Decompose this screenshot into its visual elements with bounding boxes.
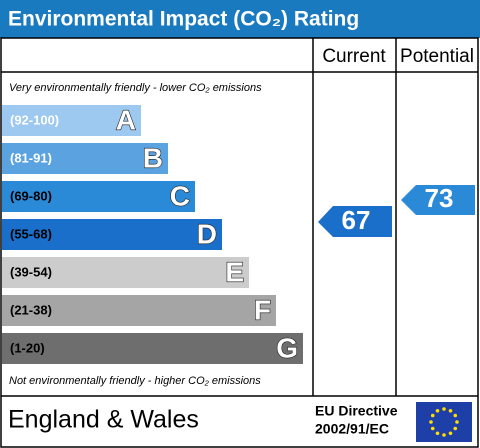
current-score: 67	[342, 205, 371, 235]
band-range: (69-80)	[10, 188, 52, 203]
band-letter: D	[197, 218, 217, 249]
band-letter: G	[276, 332, 298, 363]
band	[2, 219, 222, 250]
current-arrow	[318, 206, 392, 237]
band-letter: F	[254, 294, 271, 325]
star	[453, 426, 458, 431]
star	[435, 431, 440, 436]
band	[2, 143, 168, 174]
band-range: (92-100)	[10, 112, 59, 127]
star	[448, 408, 453, 413]
band	[2, 105, 141, 136]
band	[2, 295, 276, 326]
band-range: (1-20)	[10, 340, 45, 355]
star	[430, 426, 435, 431]
region: England & Wales	[8, 406, 199, 434]
band-letter: E	[225, 256, 244, 287]
eu-stars	[429, 407, 459, 437]
potential-score: 73	[425, 183, 454, 213]
band-range: (55-68)	[10, 226, 52, 241]
star	[442, 433, 446, 437]
star	[435, 408, 440, 413]
band	[2, 333, 303, 364]
band	[2, 181, 195, 212]
frame	[0, 37, 479, 448]
star	[455, 420, 459, 424]
band-letter: B	[143, 142, 163, 173]
star	[442, 407, 446, 411]
note: Not environmentally friendly - higher CO…	[9, 375, 261, 387]
potential-arrow	[401, 185, 475, 215]
star	[429, 420, 433, 424]
band	[2, 257, 249, 288]
directive: 2002/91/EC	[315, 421, 389, 437]
star	[448, 431, 453, 436]
title: Environmental Impact (CO₂) Rating	[8, 8, 359, 31]
band-range: (21-38)	[10, 302, 52, 317]
title-bar	[0, 0, 480, 38]
band-letter: A	[116, 104, 136, 135]
bands: (92-100) A (81-91) B (69-80) C (55-68) D (39-54)…	[2, 104, 303, 364]
star	[453, 413, 458, 418]
note: Very environmentally friendly - lower CO…	[9, 82, 262, 94]
column-header: Current	[322, 46, 386, 67]
band-range: (81-91)	[10, 150, 52, 165]
directive: EU Directive	[315, 403, 398, 419]
star	[430, 413, 435, 418]
column-header: Potential	[400, 46, 474, 67]
band-letter: C	[170, 180, 190, 211]
band-range: (39-54)	[10, 264, 52, 279]
